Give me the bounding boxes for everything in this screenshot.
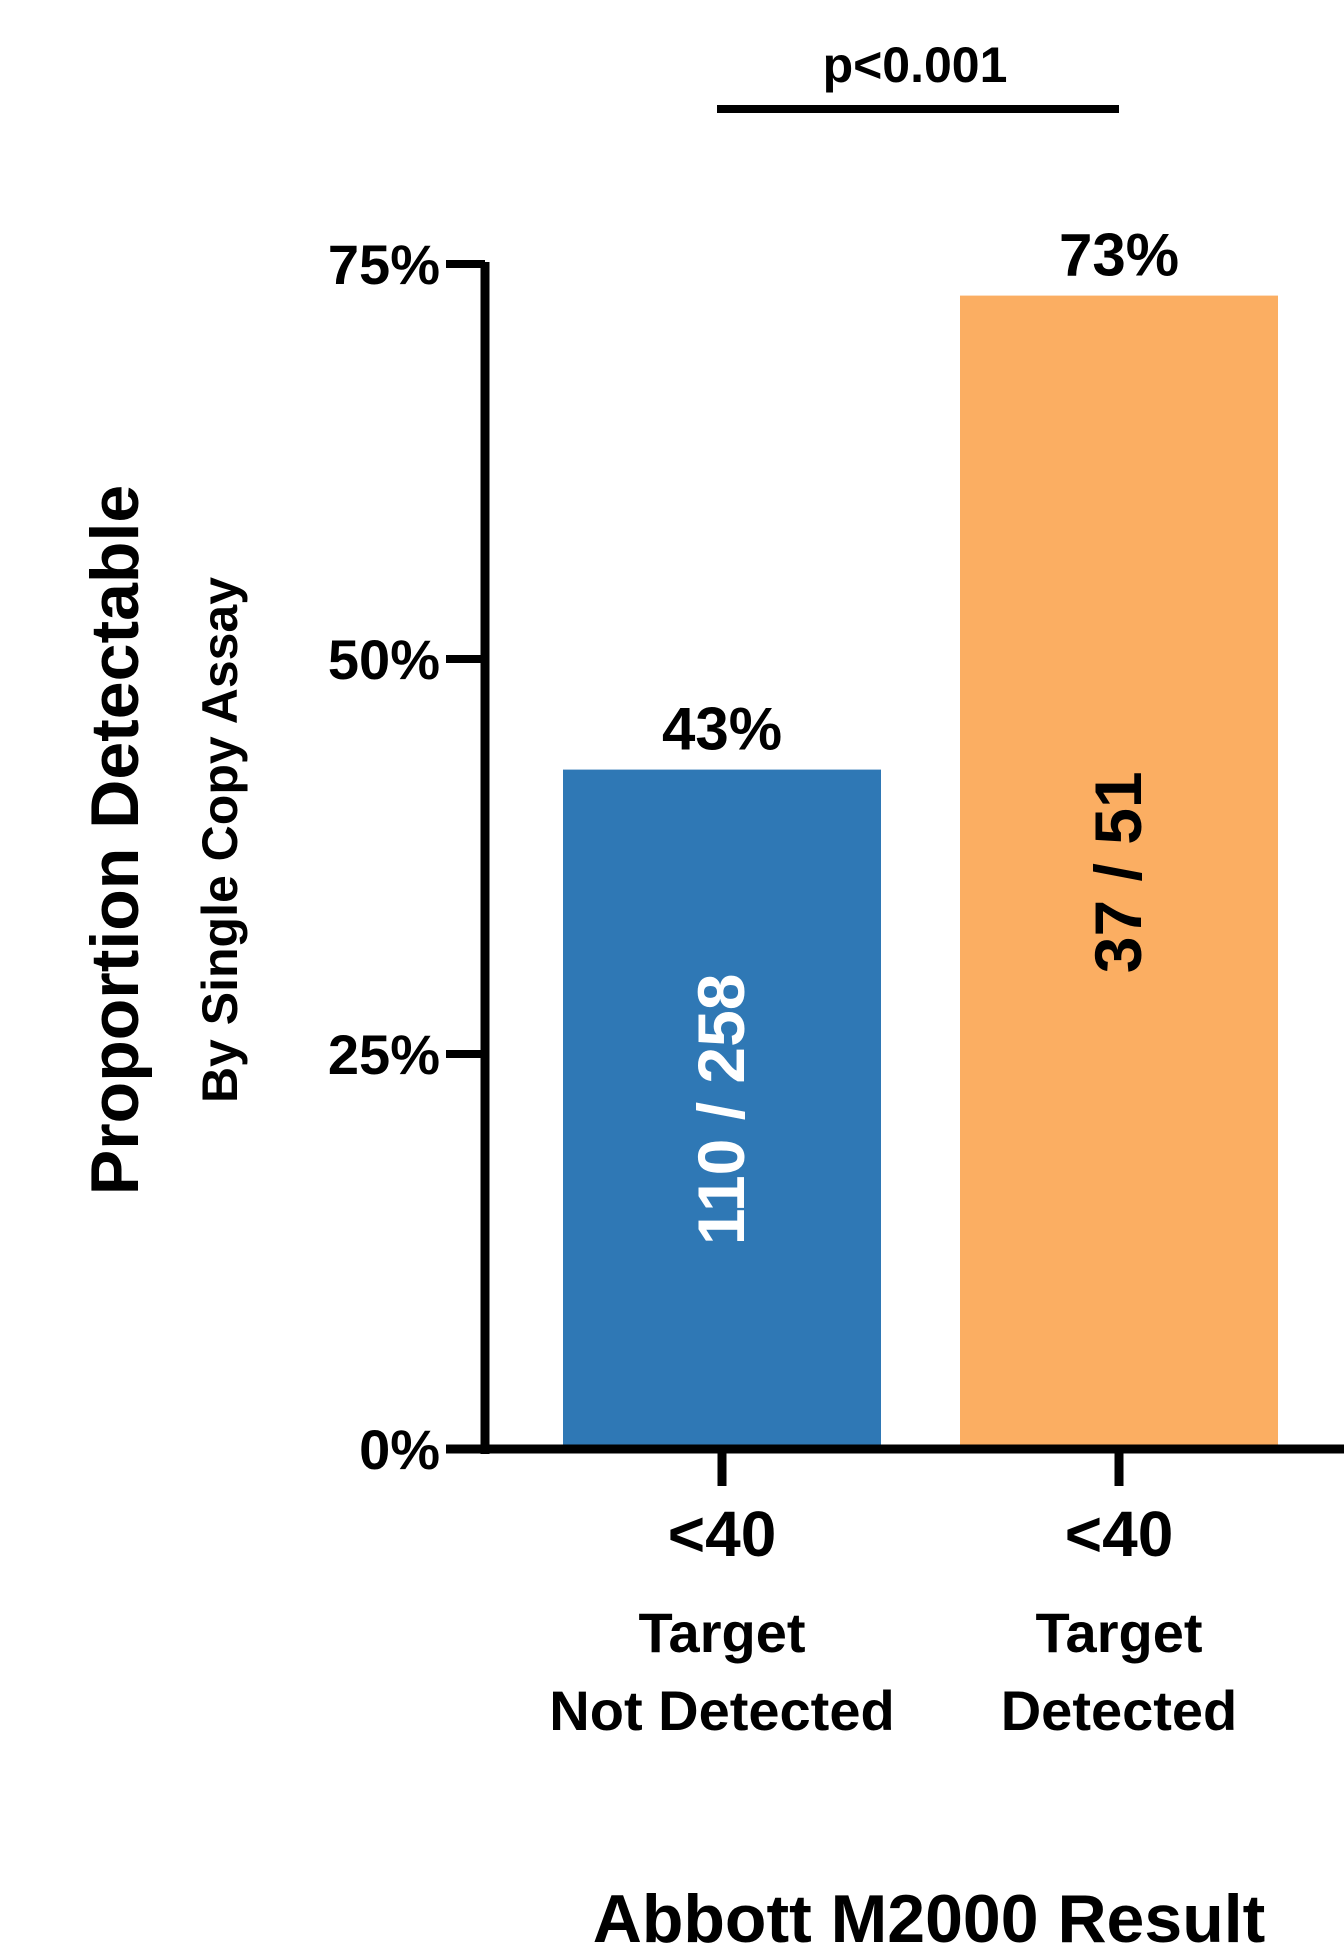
y-axis-sublabel: By Single Copy Assay (192, 577, 248, 1103)
bar-inside-label-0: 110 / 258 (684, 973, 758, 1245)
y-tick-label-3: 75% (328, 233, 440, 296)
y-tick-label-0: 0% (359, 1418, 440, 1481)
bars: 43% 110 / 258 73% 37 / 51 (563, 222, 1278, 1450)
x-tick-label-line2-1: Detected (1001, 1679, 1238, 1742)
bar-1 (960, 295, 1278, 1450)
x-tick-threshold-0: <40 (668, 1498, 777, 1570)
x-tick-label-line2-0: Not Detected (549, 1679, 894, 1742)
axes (446, 262, 1344, 1454)
x-axis-title: Abbott M2000 Result (593, 1881, 1266, 1948)
bar-0 (563, 769, 881, 1449)
x-tick-threshold-1: <40 (1065, 1498, 1174, 1570)
y-ticks: 0% 25% 50% 75% (328, 233, 485, 1481)
y-tick-label-1: 25% (328, 1023, 440, 1086)
x-tick-label-line1-0: Target (639, 1601, 806, 1664)
x-tick-label-line1-1: Target (1036, 1601, 1203, 1664)
significance-label: p<0.001 (823, 37, 1008, 93)
bar-inside-label-1: 37 / 51 (1081, 771, 1155, 973)
bar-value-label-1: 73% (1059, 222, 1179, 289)
bar-value-label-0: 43% (662, 696, 782, 763)
y-tick-label-2: 50% (328, 628, 440, 691)
y-axis-title: Proportion Detectable By Single Copy Ass… (77, 485, 248, 1195)
y-axis-label: Proportion Detectable (77, 485, 153, 1195)
x-ticks: <40 Target Not Detected <40 Target Detected (549, 1449, 1237, 1742)
significance-bracket: p<0.001 (717, 37, 1119, 113)
